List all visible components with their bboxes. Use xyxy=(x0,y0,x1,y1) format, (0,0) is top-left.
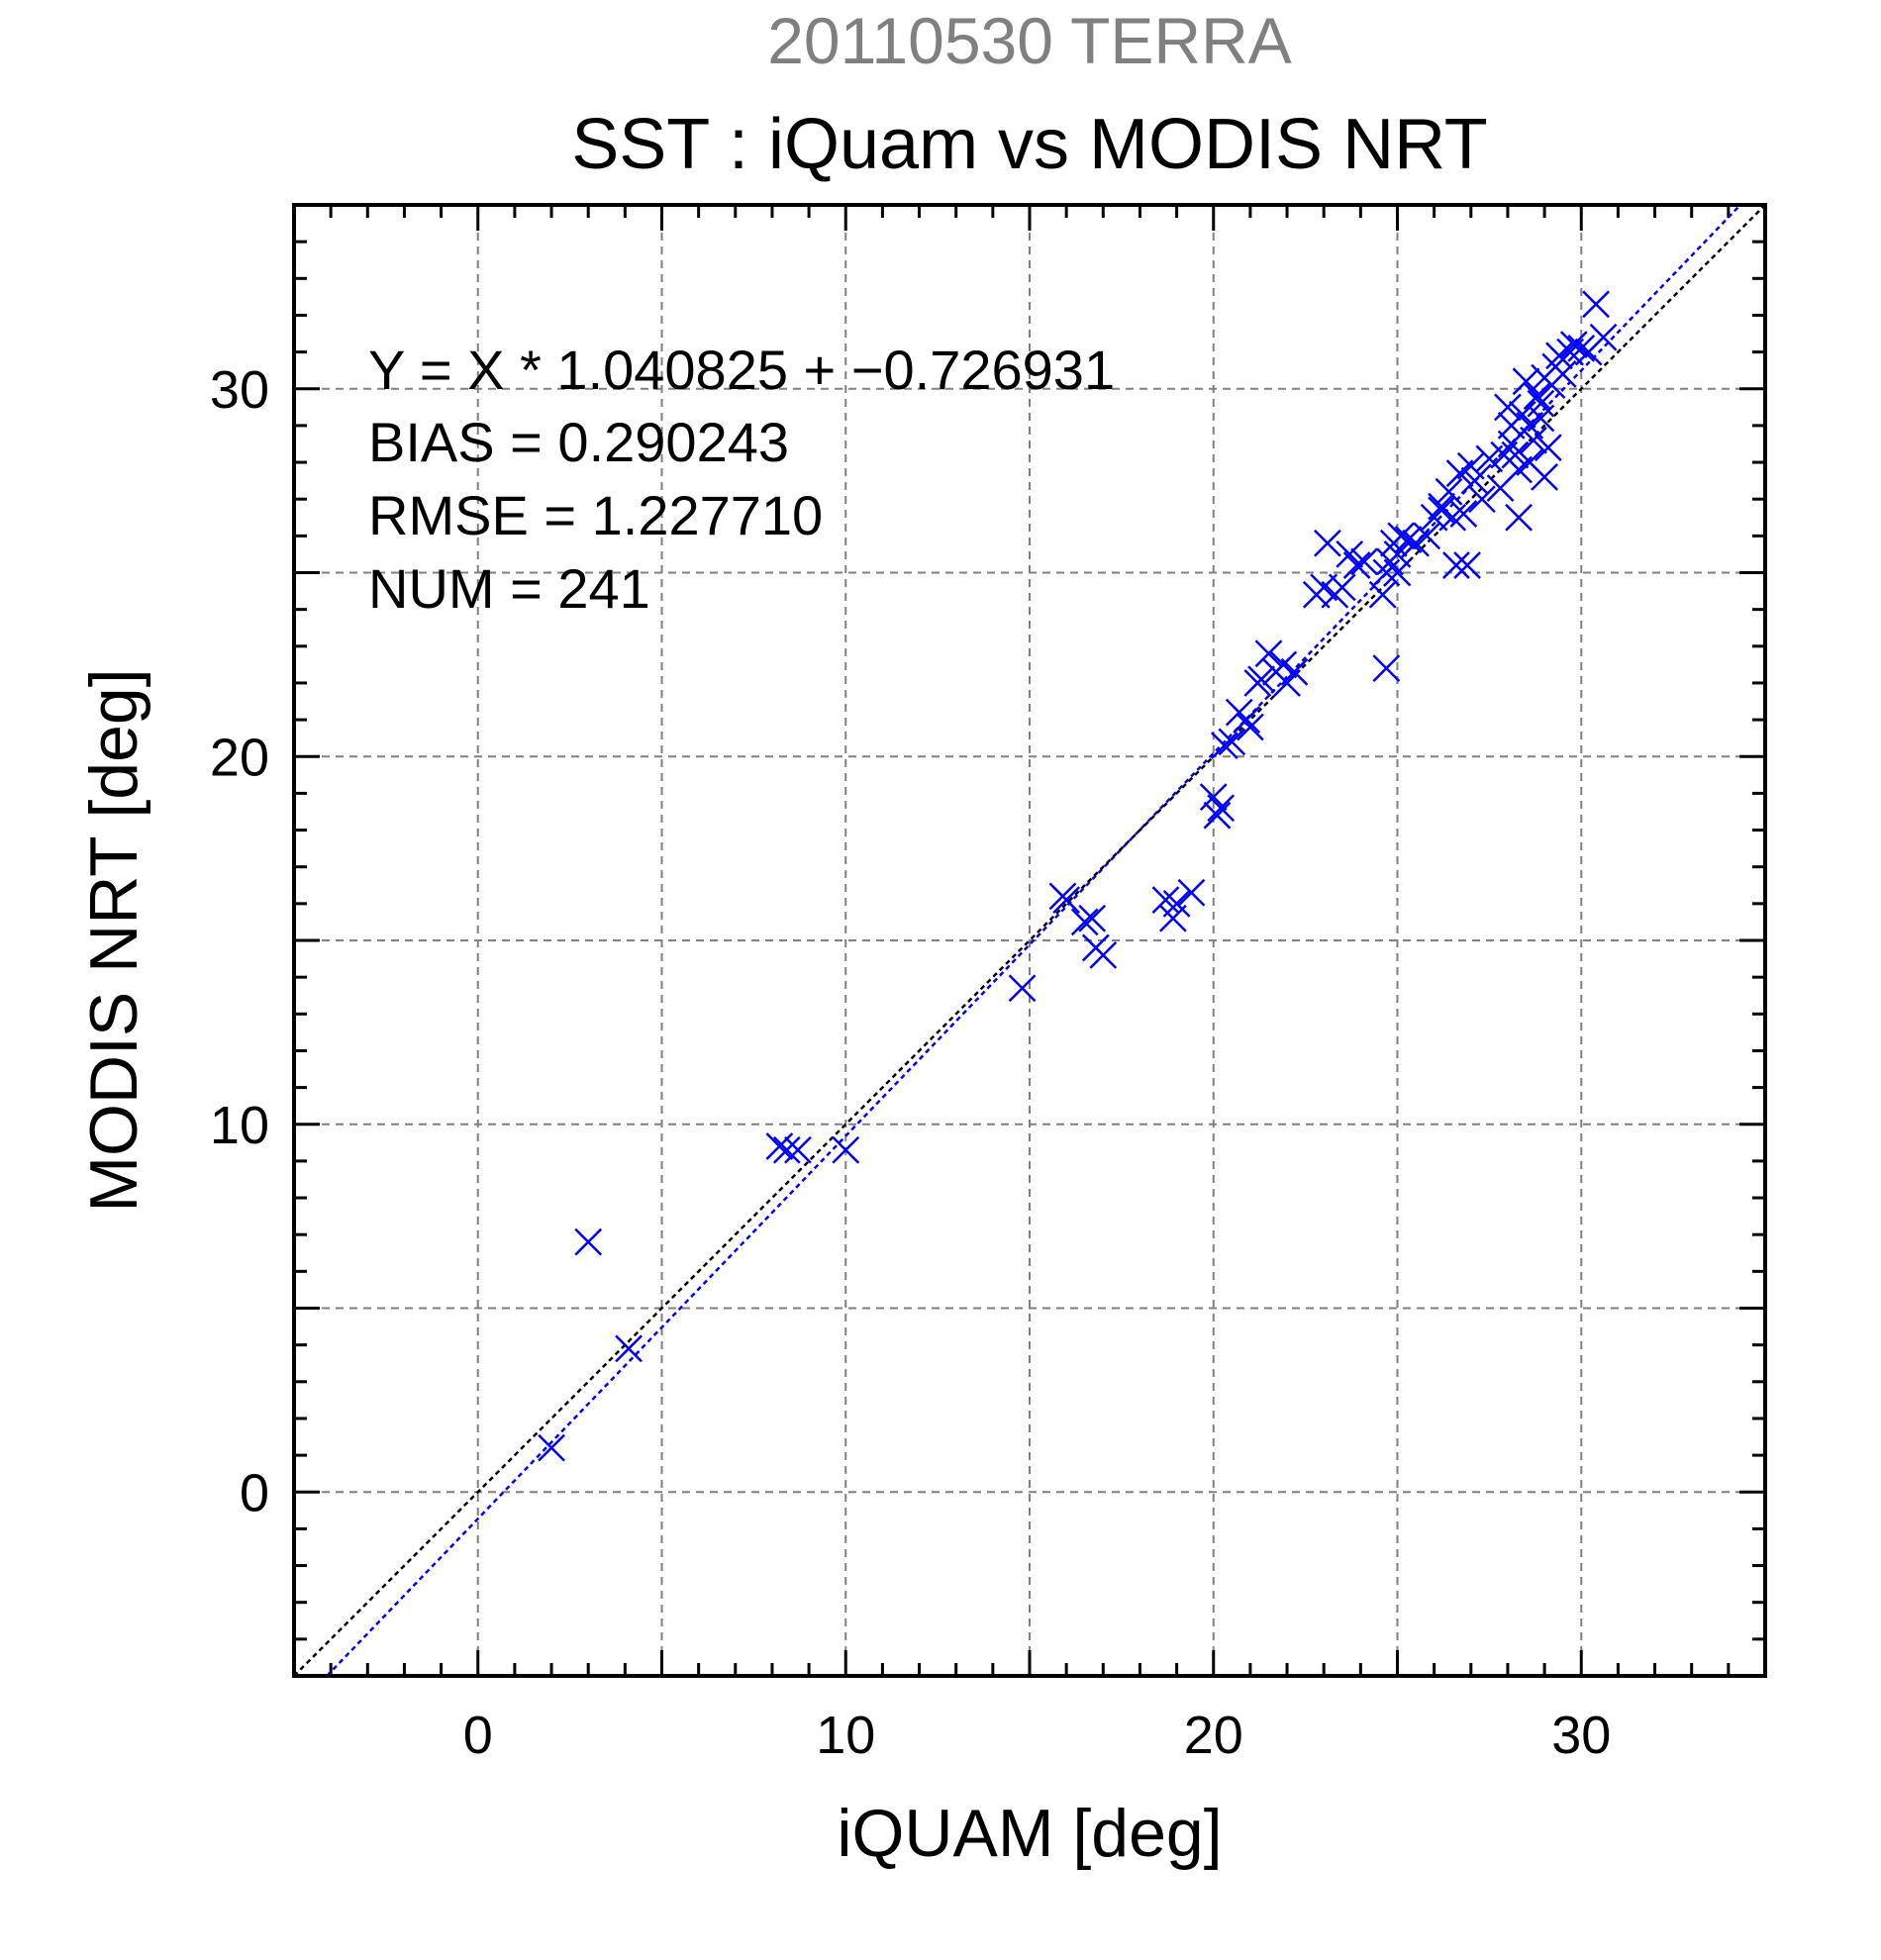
data-point xyxy=(1497,412,1526,440)
data-point xyxy=(1008,974,1037,1003)
data-point xyxy=(1350,547,1378,576)
data-points xyxy=(538,290,1618,1462)
data-point xyxy=(1394,526,1423,553)
regression-lines xyxy=(293,204,1766,1677)
data-point xyxy=(1237,713,1264,741)
data-point xyxy=(1203,801,1232,830)
x-tick-label: 20 xyxy=(1184,1706,1243,1765)
y-axis-label: MODIS NRT [deg] xyxy=(76,668,151,1212)
data-point xyxy=(1368,580,1397,609)
y-tick-label: 30 xyxy=(210,360,269,420)
data-point xyxy=(1505,503,1533,532)
x-tick-label: 30 xyxy=(1551,1706,1611,1765)
data-point xyxy=(1383,558,1412,587)
data-point xyxy=(1177,878,1206,907)
data-point xyxy=(1523,382,1551,411)
annotation-bias: BIAS = 0.290243 xyxy=(368,411,789,473)
fit-line xyxy=(326,204,1741,1677)
data-point xyxy=(1490,441,1519,469)
data-point xyxy=(1070,908,1099,936)
data-point xyxy=(574,1227,603,1256)
y-tick-label: 0 xyxy=(240,1463,269,1522)
data-point xyxy=(1548,360,1577,388)
chart-title: 20110530 TERRA xyxy=(767,4,1292,77)
data-point xyxy=(1545,342,1573,370)
data-point xyxy=(1247,665,1275,694)
annotation-fit-equation: Y = X * 1.040825 + −0.726931 xyxy=(368,339,1115,401)
data-point xyxy=(1218,728,1246,756)
data-point xyxy=(1567,335,1596,362)
y-tick-labels: 0 10 20 30 xyxy=(210,360,269,1523)
data-point xyxy=(1442,551,1470,579)
data-point xyxy=(615,1334,643,1363)
data-point xyxy=(1453,551,1481,579)
axis-ticks xyxy=(292,203,1767,1678)
annotation-rmse: RMSE = 1.227710 xyxy=(368,484,823,546)
data-point xyxy=(1211,732,1238,759)
x-tick-label: 10 xyxy=(816,1706,875,1765)
data-point xyxy=(1314,529,1341,557)
data-point xyxy=(1413,522,1441,550)
data-point xyxy=(765,1132,794,1160)
data-point xyxy=(1589,323,1618,351)
data-point xyxy=(1052,886,1081,915)
data-point xyxy=(1372,654,1401,682)
data-point xyxy=(1527,404,1555,433)
y-tick-label: 20 xyxy=(210,728,269,787)
data-point xyxy=(1520,426,1547,454)
data-point xyxy=(1435,477,1463,506)
x-tick-label: 0 xyxy=(463,1706,493,1765)
data-point xyxy=(1254,639,1283,668)
data-point xyxy=(784,1135,812,1164)
data-point xyxy=(1342,551,1371,579)
x-tick-labels: 0 10 20 30 xyxy=(463,1706,1612,1765)
data-point xyxy=(1280,657,1309,686)
data-point xyxy=(1559,331,1588,359)
data-point xyxy=(1512,367,1540,396)
data-point xyxy=(1207,794,1236,823)
data-point xyxy=(1531,463,1558,491)
y-tick-label: 10 xyxy=(210,1096,269,1155)
annotation-num: NUM = 241 xyxy=(368,557,650,620)
data-point xyxy=(1428,496,1455,525)
data-point xyxy=(1078,904,1107,932)
chart-subtitle: SST : iQuam vs MODIS NRT xyxy=(571,105,1488,184)
data-point xyxy=(1468,485,1496,514)
data-point xyxy=(1534,434,1562,462)
data-point xyxy=(1089,940,1118,969)
data-point xyxy=(1387,522,1416,550)
data-point xyxy=(1162,889,1191,918)
data-point xyxy=(1449,500,1478,528)
data-point xyxy=(772,1135,801,1164)
data-point xyxy=(1582,290,1610,319)
data-point xyxy=(1527,389,1555,418)
data-point xyxy=(1233,706,1261,734)
grid-lines xyxy=(294,205,1765,1676)
data-point xyxy=(1372,558,1401,587)
x-axis-label: iQUAM [deg] xyxy=(837,1796,1222,1871)
data-point xyxy=(1494,393,1522,422)
plot-frame xyxy=(292,203,1767,1678)
data-point xyxy=(1460,466,1489,495)
data-point xyxy=(1328,573,1356,602)
data-point xyxy=(538,1433,565,1462)
data-point xyxy=(1151,886,1180,915)
data-point xyxy=(832,1135,860,1164)
